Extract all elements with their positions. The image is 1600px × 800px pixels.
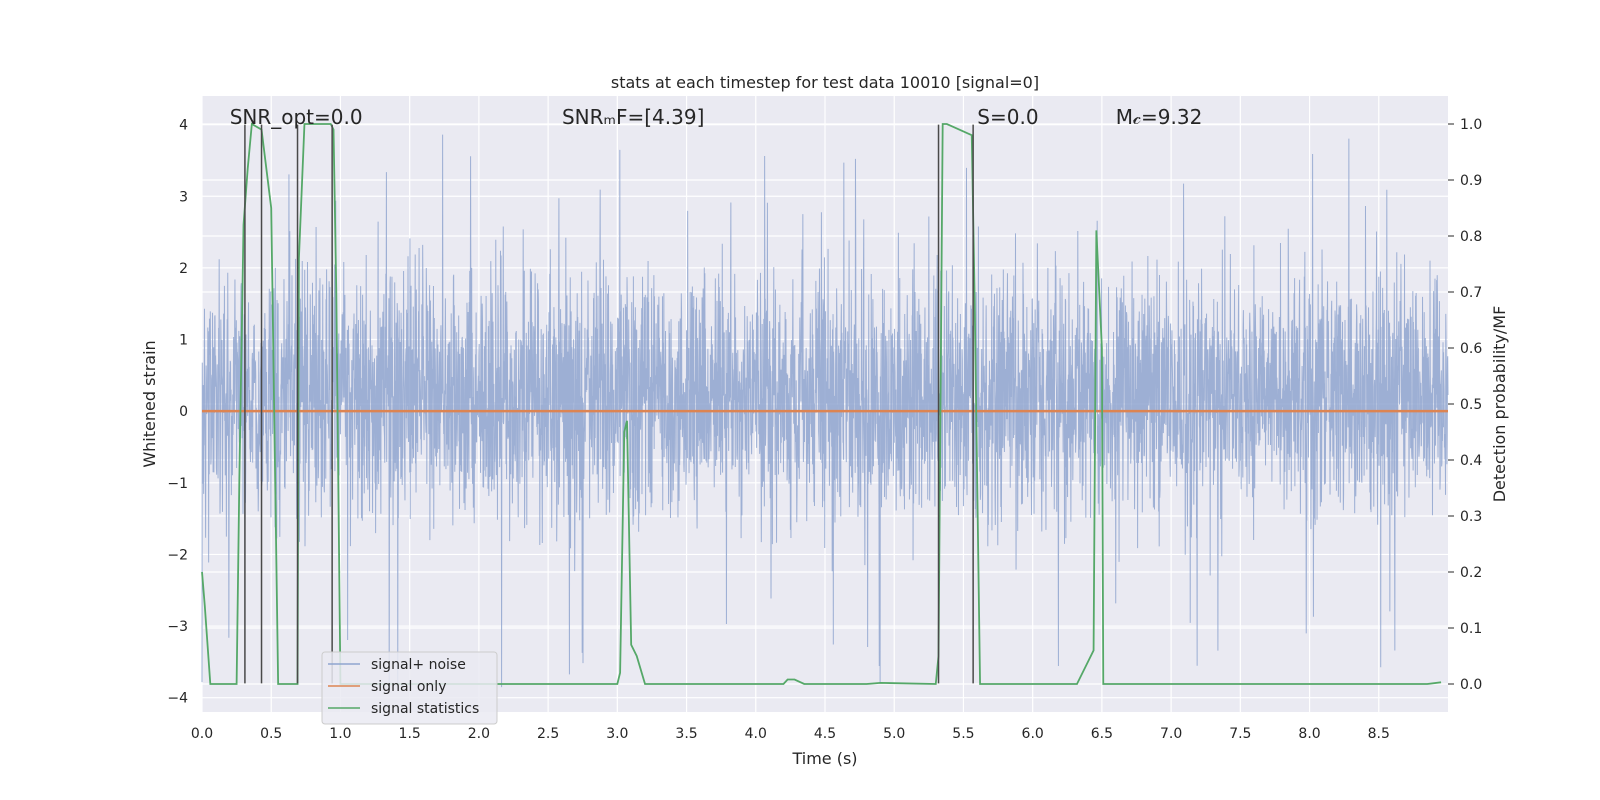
y-right-tick-label-6: 0.4 [1460, 453, 1482, 469]
y-left-tick-label-3: 1 [179, 333, 188, 349]
series-signal-noise-line [201, 134, 1449, 689]
y-right-tick-label-8: 0.2 [1460, 565, 1482, 581]
y-right-tick-label-1: 0.9 [1460, 173, 1482, 189]
y-left-tick-label-6: −2 [167, 547, 188, 563]
x-tick-label-7: 3.5 [675, 726, 697, 742]
legend: signal+ noise signal only signal statist… [321, 651, 498, 725]
x-tick-label-15: 7.5 [1229, 726, 1251, 742]
annotation-0: SNR_opt=0.0 [230, 105, 363, 129]
y-right-tick-label-0: 1.0 [1460, 117, 1482, 133]
y-left-tick-label-1: 3 [179, 189, 188, 205]
x-tick-label-16: 8.0 [1298, 726, 1320, 742]
x-tick-label-13: 6.5 [1091, 726, 1113, 742]
y-right-tick-label-9: 0.1 [1460, 621, 1482, 637]
annotation-3: M𝒸=9.32 [1116, 105, 1203, 129]
x-tick-label-17: 8.5 [1368, 726, 1390, 742]
x-tick-label-3: 1.5 [399, 726, 421, 742]
chart-title: stats at each timestep for test data 100… [611, 73, 1039, 92]
annotation-1: SNRₘF=[4.39] [562, 105, 704, 129]
x-tick-label-8: 4.0 [745, 726, 767, 742]
legend-box [321, 651, 498, 725]
y-right-tick-labels: 1.0 0.9 0.8 0.7 0.6 0.5 0.4 0.3 0.2 0.1 0.0 [1448, 117, 1482, 693]
y-left-tick-label-0: 4 [179, 118, 188, 134]
x-tick-labels: 0.0 0.5 1.0 1.5 2.0 2.5 3.0 3.5 4.0 4.5 5.0 5.5 6.0 6… [191, 726, 1390, 742]
legend-label-signal-only: signal only [371, 679, 446, 695]
y-right-tick-label-5: 0.5 [1460, 397, 1482, 413]
legend-label-signal-statistics: signal statistics [371, 701, 479, 717]
y-left-tick-labels: 4 3 2 1 0 −1 −2 −3 −4 [167, 118, 188, 707]
y-left-tick-label-5: −1 [167, 476, 188, 492]
x-tick-label-12: 6.0 [1022, 726, 1044, 742]
annotations: SNR_opt=0.0 SNRₘF=[4.39] S=0.0 M𝒸=9.32 [230, 105, 1203, 129]
y-left-tick-label-4: 0 [179, 404, 188, 420]
y-right-tick-label-10: 0.0 [1460, 677, 1482, 693]
x-tick-label-6: 3.0 [606, 726, 628, 742]
x-axis-label: Time (s) [791, 749, 857, 768]
x-tick-label-1: 0.5 [260, 726, 282, 742]
x-tick-label-4: 2.0 [468, 726, 490, 742]
y-right-axis-label: Detection probability/MF [1490, 306, 1509, 503]
signal-noise-series [201, 134, 1449, 689]
legend-label-signal-noise: signal+ noise [371, 657, 466, 673]
y-right-tick-label-7: 0.3 [1460, 509, 1482, 525]
y-right-tick-label-3: 0.7 [1460, 285, 1482, 301]
annotation-2: S=0.0 [977, 105, 1038, 129]
y-right-tick-label-2: 0.8 [1460, 229, 1482, 245]
y-right-tick-label-4: 0.6 [1460, 341, 1482, 357]
x-tick-label-11: 5.5 [952, 726, 974, 742]
y-left-tick-label-8: −4 [167, 691, 188, 707]
vertical-markers [244, 124, 974, 684]
x-tick-label-14: 7.0 [1160, 726, 1182, 742]
x-tick-label-0: 0.0 [191, 726, 213, 742]
y-left-tick-label-2: 2 [179, 261, 188, 277]
x-tick-label-10: 5.0 [883, 726, 905, 742]
y-left-axis-label: Whitened strain [140, 340, 159, 467]
x-tick-label-9: 4.5 [814, 726, 836, 742]
x-tick-label-2: 1.0 [329, 726, 351, 742]
x-tick-label-5: 2.5 [537, 726, 559, 742]
y-left-tick-label-7: −3 [167, 619, 188, 635]
